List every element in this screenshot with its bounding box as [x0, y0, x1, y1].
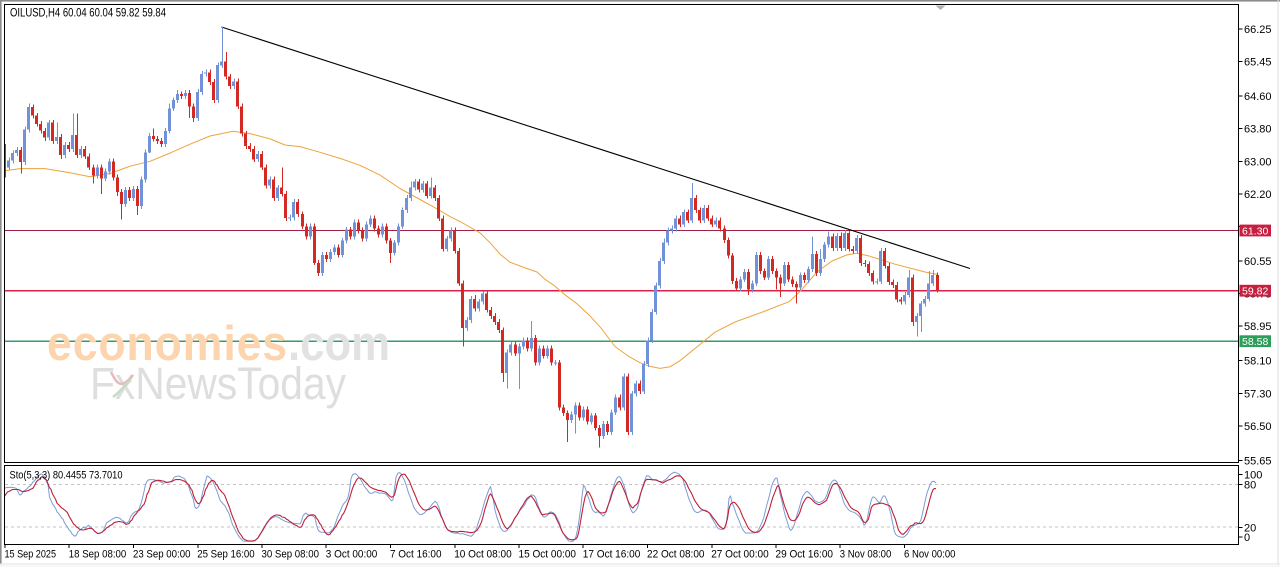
svg-text:15 Sep 2025: 15 Sep 2025 [5, 549, 57, 561]
svg-text:62.20: 62.20 [1244, 189, 1272, 201]
svg-text:30 Sep 08:00: 30 Sep 08:00 [262, 549, 320, 561]
svg-text:Sto(5,3,3) 80.4455 73.7010: Sto(5,3,3) 80.4455 73.7010 [10, 470, 123, 482]
svg-text:17 Oct 16:00: 17 Oct 16:00 [583, 549, 641, 561]
svg-text:3 Oct 00:00: 3 Oct 00:00 [326, 549, 378, 561]
svg-text:6 Nov 00:00: 6 Nov 00:00 [904, 549, 956, 561]
svg-text:15 Oct 00:00: 15 Oct 00:00 [519, 549, 577, 561]
svg-text:27 Oct 00:00: 27 Oct 00:00 [711, 549, 769, 561]
svg-text:58.95: 58.95 [1244, 321, 1272, 333]
svg-text:58.10: 58.10 [1244, 356, 1272, 368]
svg-text:65.45: 65.45 [1244, 57, 1272, 69]
svg-text:61.30: 61.30 [1242, 225, 1268, 237]
svg-text:63.00: 63.00 [1244, 156, 1272, 168]
svg-text:63.80: 63.80 [1244, 124, 1272, 136]
svg-text:56.50: 56.50 [1244, 421, 1272, 433]
svg-text:7 Oct 16:00: 7 Oct 16:00 [390, 549, 442, 561]
svg-text:80: 80 [1244, 479, 1256, 491]
svg-text:58.58: 58.58 [1242, 336, 1268, 348]
svg-text:FxNewsToday: FxNewsToday [90, 358, 346, 409]
svg-text:18 Sep 08:00: 18 Sep 08:00 [69, 549, 127, 561]
svg-text:66.25: 66.25 [1244, 24, 1272, 36]
svg-text:.com: .com [288, 317, 390, 371]
svg-text:OILUSD,H4 60.04 60.04 59.82 5: OILUSD,H4 60.04 60.04 59.82 59.84 [10, 8, 166, 20]
svg-text:0: 0 [1244, 532, 1250, 544]
svg-text:64.60: 64.60 [1244, 91, 1272, 103]
svg-text:100: 100 [1244, 469, 1262, 481]
svg-text:20: 20 [1244, 522, 1256, 534]
svg-text:29 Oct 16:00: 29 Oct 16:00 [776, 549, 834, 561]
svg-text:60.55: 60.55 [1244, 256, 1272, 268]
svg-text:23 Sep 00:00: 23 Sep 00:00 [133, 549, 191, 561]
svg-text:10 Oct 08:00: 10 Oct 08:00 [454, 549, 512, 561]
svg-text:economies: economies [47, 317, 288, 371]
svg-text:3 Nov 08:00: 3 Nov 08:00 [840, 549, 892, 561]
svg-text:57.30: 57.30 [1244, 388, 1272, 400]
svg-text:25 Sep 16:00: 25 Sep 16:00 [197, 549, 255, 561]
svg-text:59.82: 59.82 [1242, 286, 1268, 298]
svg-text:55.65: 55.65 [1244, 455, 1272, 467]
svg-text:22 Oct 08:00: 22 Oct 08:00 [647, 549, 705, 561]
